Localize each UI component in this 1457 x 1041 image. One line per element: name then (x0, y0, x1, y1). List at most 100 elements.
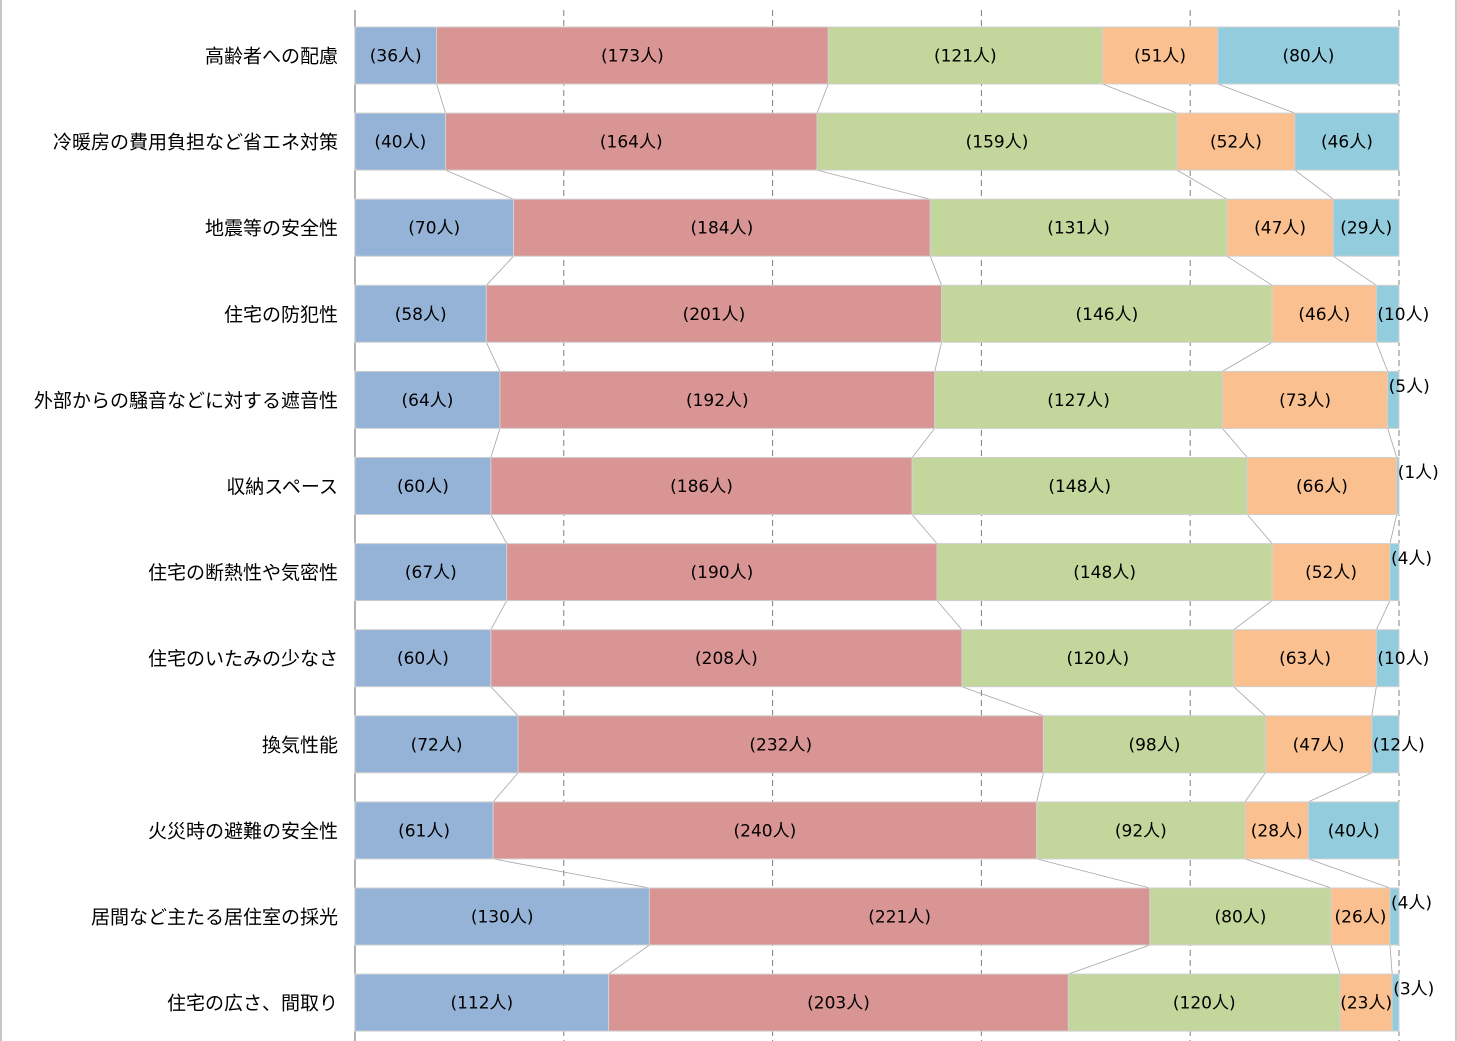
category-label: 居間など主たる居住室の採光 (91, 907, 338, 929)
series-line (490, 600, 508, 630)
data-labels: (36人) (173人) (121人) (51人) (80人) (40人) (164人) (1… (370, 47, 1439, 1014)
data-label: (40人) (374, 133, 426, 153)
bar-segment (1067, 973, 1341, 1032)
category-label: 住宅の広さ、間取り (167, 993, 338, 1015)
bar-segment (354, 112, 447, 171)
data-label: (164人) (600, 133, 663, 153)
bar-segment (1221, 370, 1389, 429)
series-line (486, 255, 514, 286)
data-label: (201人) (683, 305, 746, 325)
data-label: (36人) (370, 47, 422, 67)
bar-segment (499, 370, 936, 429)
series-line (1226, 255, 1273, 286)
data-label: (10人) (1377, 649, 1429, 669)
data-label: (4人) (1391, 894, 1432, 914)
bar-segment (354, 198, 515, 257)
bar-segment (1244, 801, 1309, 860)
series-line (816, 83, 829, 114)
data-label: (80人) (1215, 908, 1267, 928)
bar-segment (1332, 198, 1400, 257)
series-line (436, 83, 446, 114)
series-line (492, 772, 519, 803)
bar-segment (941, 284, 1273, 343)
bar-segment (354, 801, 494, 860)
category-label: 地震等の安全性 (205, 218, 338, 240)
bar-segment (354, 715, 519, 774)
data-label: (26人) (1335, 908, 1387, 928)
bar-segment (354, 973, 610, 1032)
bars (354, 26, 1400, 1032)
data-label: (64人) (402, 391, 454, 411)
data-label: (29人) (1340, 219, 1392, 239)
data-label: (192人) (686, 391, 749, 411)
bar-segment (1036, 801, 1246, 860)
series-line (1371, 686, 1377, 716)
data-label: (221人) (868, 908, 931, 928)
data-label: (148人) (1048, 477, 1111, 497)
series-line (1308, 772, 1372, 803)
bar-segment (354, 457, 492, 515)
bar-segment (1233, 629, 1377, 688)
bar-segment (517, 715, 1044, 774)
series-line (1375, 600, 1391, 630)
series-line (445, 169, 514, 200)
data-label: (5人) (1389, 377, 1430, 397)
bar-segment (1294, 112, 1400, 171)
series-line (1036, 772, 1044, 802)
series-line (1102, 83, 1178, 114)
data-label: (40人) (1328, 821, 1380, 841)
bar-segment (911, 457, 1248, 515)
data-label: (208人) (695, 649, 758, 669)
bar-segment (490, 629, 963, 688)
data-label: (131人) (1047, 219, 1110, 239)
series-line (490, 514, 508, 544)
series-line (934, 342, 942, 372)
data-label: (61人) (398, 821, 450, 841)
data-label: (203人) (807, 994, 870, 1014)
bar-segment (513, 198, 931, 257)
gridlines (354, 10, 1400, 1041)
data-label: (190人) (691, 563, 754, 583)
bar-segment (1389, 543, 1400, 602)
series-line (1244, 858, 1332, 889)
bar-segment (506, 543, 938, 602)
bar-segment (1391, 973, 1400, 1032)
category-label: 換気性能 (262, 734, 338, 756)
bar-segment (648, 887, 1151, 946)
data-label: (112人) (450, 994, 513, 1014)
data-label: (148人) (1073, 563, 1136, 583)
series-line (1387, 428, 1398, 458)
series-line (485, 342, 501, 372)
category-label: 住宅の防犯性 (224, 304, 338, 326)
data-label: (12人) (1373, 735, 1425, 755)
data-label: (1人) (1398, 463, 1439, 483)
data-label: (120人) (1173, 994, 1236, 1014)
series-lines (436, 83, 1398, 975)
series-line (1217, 83, 1295, 114)
bar-segment (1149, 887, 1332, 946)
bar-segment (827, 26, 1103, 85)
bar-segment (485, 284, 943, 343)
bar-segment (1271, 284, 1377, 343)
series-line (1375, 342, 1389, 372)
data-label: (232人) (749, 735, 812, 755)
bar-segment (445, 112, 818, 171)
data-label: (98人) (1128, 735, 1180, 755)
bar-segment (1387, 370, 1400, 429)
bar-segment (934, 370, 1223, 429)
data-label: (23人) (1340, 994, 1392, 1014)
bar-segment (1264, 715, 1373, 774)
bar-segment (608, 973, 1069, 1032)
series-line (1294, 169, 1334, 200)
series-line (1233, 600, 1273, 631)
series-line (1068, 944, 1151, 975)
data-label: (46人) (1321, 133, 1373, 153)
category-label: 高齢者への配慮 (205, 46, 338, 68)
bar-segment (354, 629, 492, 688)
data-label: (240人) (734, 821, 797, 841)
bar-segment (354, 370, 501, 429)
series-line (608, 944, 650, 975)
data-label: (186人) (670, 477, 733, 497)
bar-segment (354, 26, 438, 85)
